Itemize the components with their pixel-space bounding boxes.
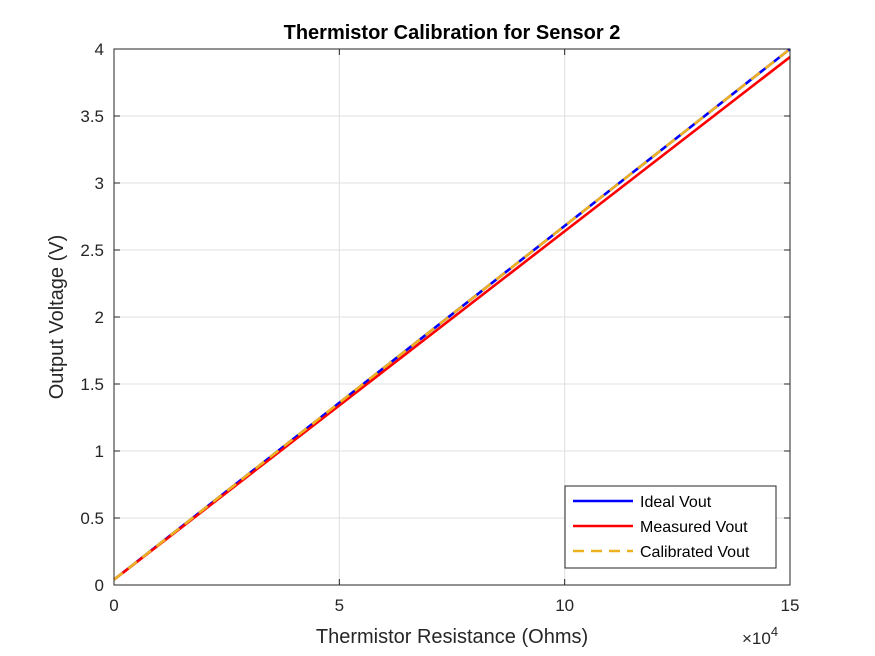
chart-title: Thermistor Calibration for Sensor 2 <box>284 22 621 44</box>
y-tick-label: 0.5 <box>80 509 104 528</box>
y-tick-label: 3.5 <box>80 107 104 126</box>
legend-label: Measured Vout <box>640 519 748 536</box>
y-tick-label: 2.5 <box>80 241 104 260</box>
x-tick-label: 10 <box>555 596 574 615</box>
y-axis-label: Output Voltage (V) <box>46 235 68 400</box>
axes: 0 5 10 15 0 0.5 1 1.5 2 2.5 3 3.5 4 <box>80 40 799 615</box>
x-tick-label: 0 <box>109 596 118 615</box>
y-tick-label: 2 <box>95 308 104 327</box>
series-line-measured-vout <box>113 56 791 581</box>
legend: Ideal Vout Measured Vout Calibrated Vout <box>564 485 777 569</box>
x-axis-exponent-power: 4 <box>771 624 778 639</box>
y-tick-label: 4 <box>95 40 104 59</box>
series-lines <box>113 47 791 581</box>
x-tick-label: 15 <box>781 596 800 615</box>
x-axis-exponent-base: ×10 <box>742 629 771 648</box>
x-axis-label: Thermistor Resistance (Ohms) <box>316 626 588 648</box>
y-tick-label: 1 <box>95 442 104 461</box>
x-tick-label: 5 <box>335 596 344 615</box>
y-tick-label: 3 <box>95 174 104 193</box>
legend-label: Ideal Vout <box>640 494 712 511</box>
y-tick-label: 0 <box>95 576 104 595</box>
y-tick-label: 1.5 <box>80 375 104 394</box>
legend-label: Calibrated Vout <box>640 544 750 561</box>
x-axis-exponent: ×104 <box>742 624 778 648</box>
